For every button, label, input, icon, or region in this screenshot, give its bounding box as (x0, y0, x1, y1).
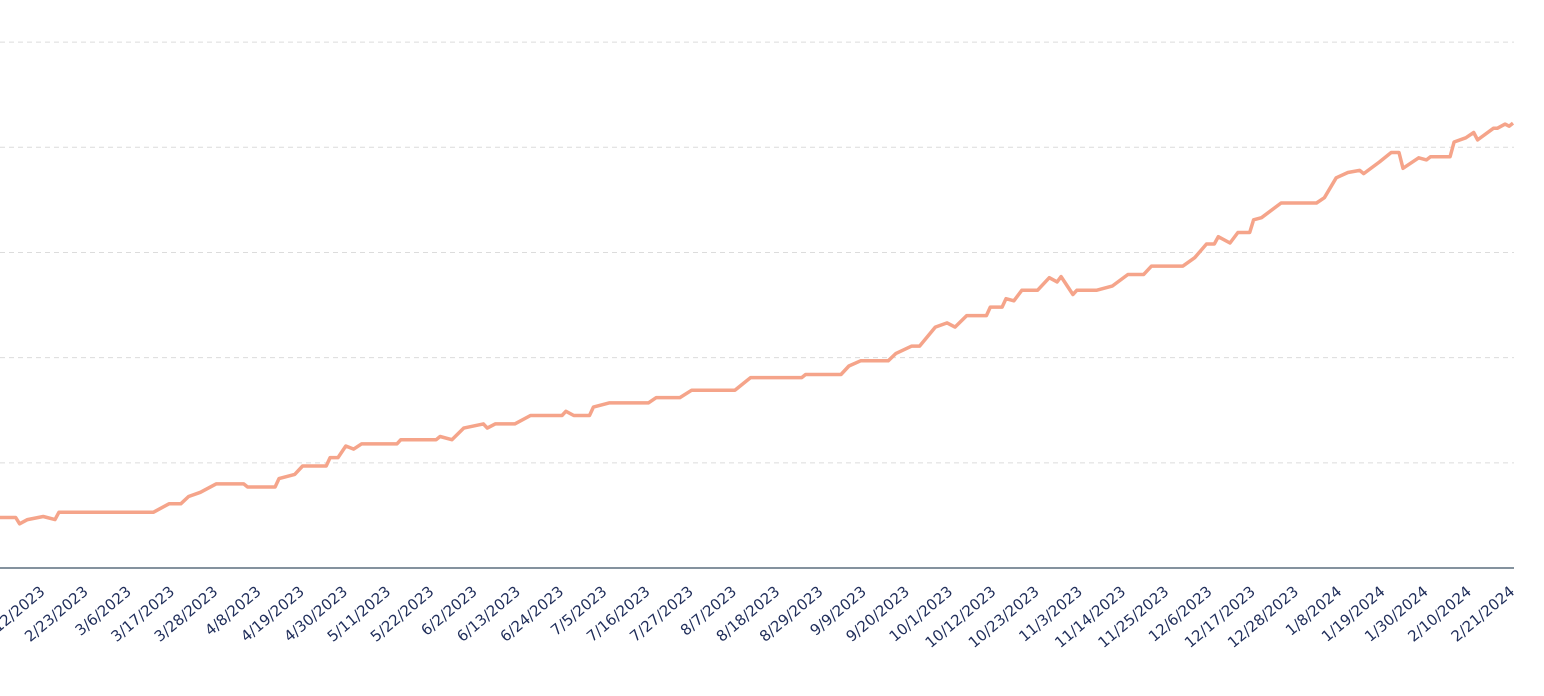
data-line (0, 121, 1515, 526)
